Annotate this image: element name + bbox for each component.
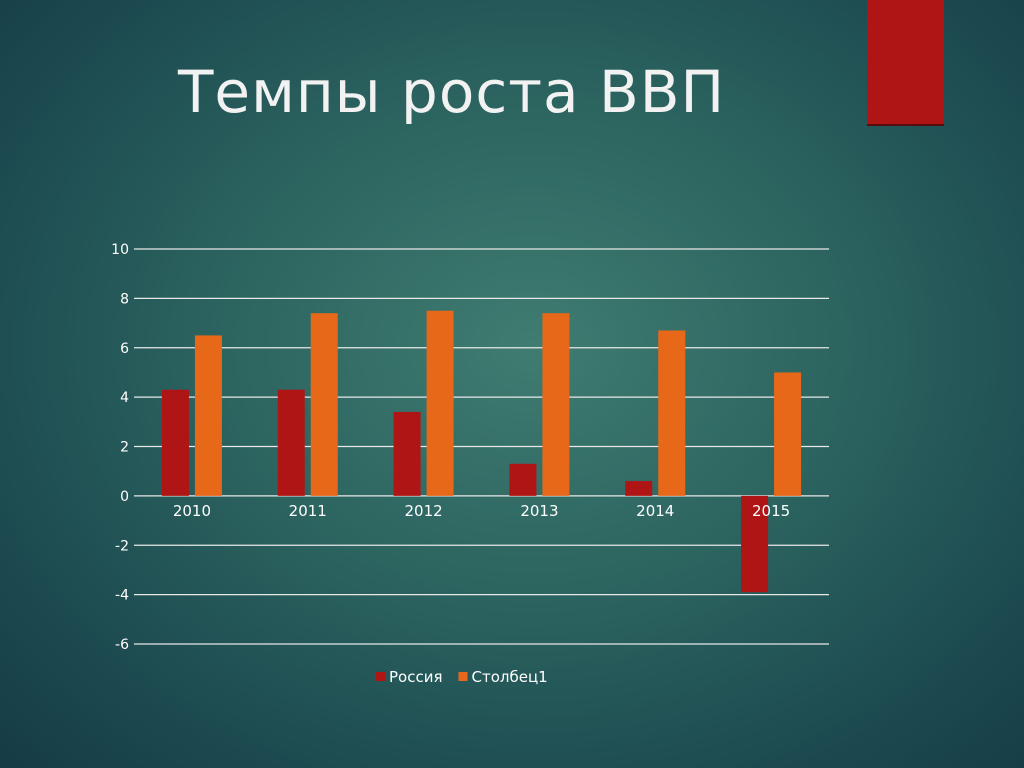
bar-russia-2010	[161, 389, 189, 496]
y-tick-label: -6	[115, 637, 129, 653]
x-tick-label: 2012	[404, 502, 442, 520]
legend-swatch	[458, 672, 468, 681]
y-tick-label: 6	[120, 341, 129, 357]
y-tick-label: 10	[111, 242, 129, 258]
bar-layer	[161, 310, 802, 593]
legend-label: Столбец1	[472, 668, 548, 686]
bar-col1-2014	[658, 330, 686, 496]
bar-col1-2011	[310, 313, 338, 496]
x-tick-label: 2015	[752, 502, 790, 520]
bar-col1-2012	[426, 310, 454, 496]
legend: Россия Столбец1	[376, 668, 548, 686]
bar-col1-2015	[774, 372, 802, 496]
label-layer: 10 8 6 4 2 0 -2 -4 -6 2010 2011 2012 2013 2014 2015	[111, 242, 790, 653]
legend-label: Россия	[389, 668, 443, 686]
x-tick-label: 2013	[520, 502, 558, 520]
bar-col1-2010	[194, 335, 222, 496]
bar-russia-2012	[393, 411, 421, 496]
legend-swatch	[376, 672, 385, 681]
bar-russia-2015	[741, 495, 769, 593]
y-tick-label: 8	[120, 291, 129, 307]
x-tick-label: 2010	[173, 502, 211, 520]
y-tick-label: 0	[120, 489, 129, 505]
bar-russia-2013	[509, 463, 537, 496]
y-tick-label: 4	[120, 390, 129, 406]
x-tick-label: 2014	[636, 502, 674, 520]
bar-russia-2011	[277, 389, 305, 496]
bar-russia-2014	[625, 481, 653, 496]
bar-col1-2013	[542, 313, 570, 496]
x-tick-label: 2011	[289, 502, 327, 520]
grid-layer	[134, 248, 829, 645]
accent-block	[867, 0, 944, 126]
y-tick-label: -2	[115, 538, 129, 554]
slide-title: Темпы роста ВВП	[178, 58, 726, 126]
y-tick-label: -4	[115, 588, 129, 604]
y-tick-label: 2	[120, 440, 129, 456]
